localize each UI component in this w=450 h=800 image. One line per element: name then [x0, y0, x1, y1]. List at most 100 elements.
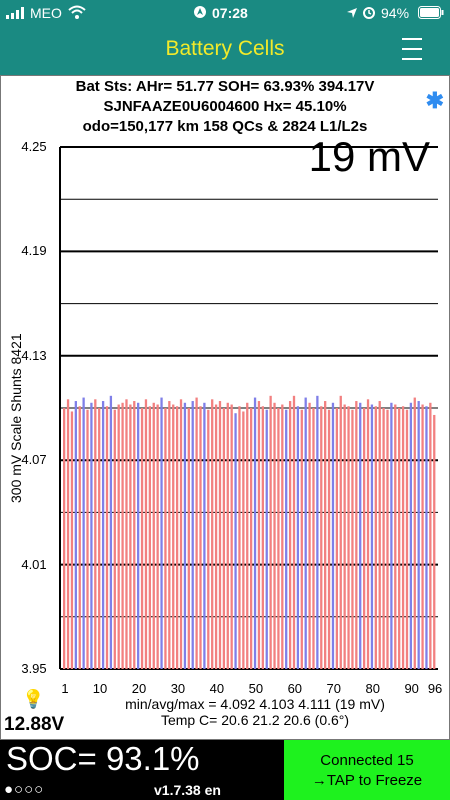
odometer-line: odo=150,177 km 158 QCs & 2824 L1/L2s — [82, 118, 368, 135]
cell-bar — [101, 401, 105, 669]
cell-bar — [386, 409, 389, 669]
cell-bar — [148, 406, 152, 669]
cell-bar — [70, 411, 74, 669]
cell-bar — [98, 408, 101, 669]
cell-bar — [137, 402, 140, 669]
cell-bar — [117, 404, 120, 669]
cell-bar — [398, 408, 401, 669]
cell-bar — [242, 411, 245, 669]
freeze-button[interactable]: Connected 15 →TAP to Freeze — [284, 740, 450, 800]
cell-bar — [253, 397, 257, 669]
cell-bar — [390, 402, 393, 669]
cell-bar — [125, 399, 128, 669]
cell-bar — [156, 404, 159, 669]
temperature-stats: Temp C= 20.6 21.2 20.6 (0.6°) — [160, 712, 350, 728]
clock-time: 07:28 — [212, 5, 248, 21]
y-tick-label: 4.07 — [21, 452, 47, 468]
battery-status-line: Bat Sts: AHr= 51.77 SOH= 63.93% 394.17V — [75, 78, 375, 95]
cell-bar — [183, 402, 187, 669]
cell-bar — [257, 401, 261, 669]
soc-panel[interactable]: SOC= 93.1% ●○○○ v1.7.38 en — [0, 740, 284, 800]
hamburger-menu-icon[interactable] — [402, 36, 422, 62]
cell-bar — [355, 401, 358, 669]
cell-bar — [269, 395, 272, 669]
cell-bar — [327, 409, 331, 669]
cell-bar — [273, 402, 276, 669]
connection-status: Connected 15 — [320, 752, 414, 769]
tap-to-freeze-label: →TAP to Freeze — [311, 772, 423, 789]
cell-bar — [281, 404, 284, 669]
cell-bar — [121, 402, 124, 669]
cell-bar — [401, 406, 405, 669]
cell-bar — [359, 402, 362, 669]
cell-bar — [292, 395, 296, 669]
cell-bar — [382, 408, 385, 669]
app-header: Battery Cells — [0, 25, 450, 75]
aux-battery-voltage: 12.88V — [4, 714, 65, 735]
cell-bar — [285, 409, 288, 669]
page-title: Battery Cells — [165, 37, 285, 60]
x-tick-label: 70 — [326, 681, 341, 696]
cell-bar — [250, 408, 253, 669]
y-tick-label: 4.13 — [21, 347, 47, 363]
page-indicator[interactable]: ●○○○ — [4, 781, 45, 798]
cell-bar — [211, 399, 214, 669]
cell-bar — [238, 406, 241, 669]
cell-bar — [113, 409, 116, 669]
cell-bar — [288, 401, 292, 669]
cell-bar — [90, 402, 93, 669]
cell-bar — [429, 402, 432, 669]
signal-icon — [6, 6, 24, 22]
cell-bar — [417, 401, 420, 669]
cell-bar — [105, 406, 109, 669]
cell-bar — [86, 409, 89, 669]
cell-bar — [94, 399, 97, 669]
y-tick-label: 4.19 — [21, 243, 47, 259]
cell-bar — [152, 402, 155, 669]
cell-bar — [144, 399, 148, 669]
location-service-icon — [193, 5, 207, 22]
battery-percent: 94% — [381, 5, 410, 21]
soc-value: SOC= 93.1% — [6, 740, 200, 777]
cell-bar — [168, 401, 171, 669]
x-tick-label: 96 — [427, 681, 443, 696]
cell-bar — [140, 408, 144, 669]
cell-bar — [300, 409, 303, 669]
y-tick-label: 4.01 — [21, 556, 47, 572]
footer-bar: SOC= 93.1% ●○○○ v1.7.38 en Connected 15 … — [0, 740, 450, 800]
cell-bar — [199, 406, 202, 669]
carrier-label: MEO — [30, 5, 62, 21]
cell-bar — [308, 402, 311, 669]
cell-bar — [175, 406, 179, 669]
cell-bar — [413, 397, 416, 669]
cell-bar — [339, 395, 342, 669]
bluetooth-icon[interactable]: ✱ — [425, 88, 444, 113]
cell-bar — [191, 401, 194, 669]
wifi-icon — [68, 5, 86, 22]
cell-spread-label: 19 mV — [308, 133, 430, 180]
cell-bar — [218, 401, 222, 669]
y-tick-label: 4.25 — [21, 139, 47, 154]
cell-bar — [222, 408, 226, 669]
cell-bar — [316, 395, 319, 669]
cell-bar — [133, 401, 136, 669]
cell-bar — [425, 406, 428, 669]
cell-bar — [378, 401, 381, 669]
cell-bar — [226, 402, 229, 669]
cell-voltage-chart[interactable] — [0, 0, 450, 740]
x-tick-label: 60 — [287, 681, 303, 696]
min-avg-max-stats: min/avg/max = 4.092 4.103 4.111 (19 mV) — [125, 696, 385, 712]
cell-bar — [394, 404, 397, 669]
cell-bar — [234, 413, 237, 669]
cell-bar — [331, 402, 335, 669]
cell-bar — [347, 406, 350, 669]
lightbulb-icon[interactable]: 💡 — [22, 689, 45, 709]
x-tick-label: 20 — [131, 681, 147, 696]
x-tick-label: 1 — [61, 681, 69, 696]
cell-bar — [320, 406, 323, 669]
cell-bar — [304, 397, 307, 669]
cell-bar — [82, 397, 85, 669]
cell-bar — [335, 408, 339, 669]
cell-bar — [362, 408, 366, 669]
cell-bar — [374, 406, 377, 669]
